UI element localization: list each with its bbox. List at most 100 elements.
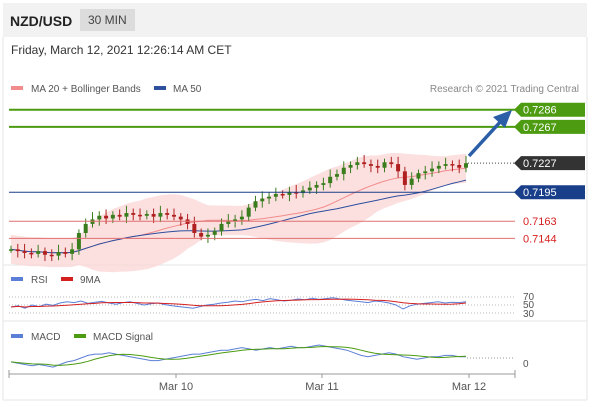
candle: [409, 172, 414, 190]
candle: [334, 169, 339, 181]
instrument-header: NZD/USD 30 MIN: [3, 3, 587, 37]
rsi-tick-70: 70: [523, 292, 535, 303]
rsi-panel: RSI 9MA 70 50 30: [9, 275, 535, 320]
candle: [97, 211, 102, 226]
candle: [239, 210, 244, 225]
candle: [192, 216, 197, 238]
candles: [9, 155, 468, 262]
pair-title: NZD/USD: [10, 13, 73, 29]
legend-macd: MACD: [31, 332, 60, 343]
candle: [396, 156, 401, 178]
candle: [457, 159, 462, 174]
level-label: 0.7144: [523, 233, 557, 245]
candle: [253, 195, 258, 212]
candle: [450, 160, 455, 172]
legend-swatch-9ma: [61, 277, 73, 281]
legend-swatch-ma50: [154, 86, 166, 90]
legend-ma50: MA 50: [173, 84, 202, 95]
candle: [9, 245, 13, 253]
bollinger-band: [11, 153, 466, 273]
candle: [260, 191, 265, 208]
legend-swatch-rsi: [11, 277, 23, 281]
candle: [42, 247, 47, 262]
candle: [138, 208, 143, 221]
macd-line: [10, 344, 466, 368]
timestamp: Friday, March 12, 2021 12:26:14 AM CET: [11, 43, 232, 57]
candle: [56, 244, 61, 261]
legend-9ma: 9MA: [80, 275, 101, 286]
candle: [464, 155, 468, 173]
candle: [29, 248, 34, 259]
candle: [117, 209, 122, 221]
level-label: 0.7267: [523, 122, 557, 134]
candle: [124, 205, 129, 224]
x-axis: Mar 10 Mar 11 Mar 12: [8, 370, 516, 393]
candle: [267, 192, 272, 204]
candle: [70, 242, 75, 261]
legend-rsi: RSI: [31, 275, 48, 286]
x-tick-label: Mar 12: [452, 381, 486, 393]
rsi-line: [10, 297, 467, 310]
price-levels: 0.7286 0.7267 0.7227 0.7195 0.7163 0.7144: [9, 102, 585, 245]
x-tick-label: Mar 10: [159, 381, 193, 393]
candle: [402, 166, 407, 191]
legend-swatch-macd-signal: [74, 334, 86, 338]
timeframe-badge[interactable]: 30 MIN: [80, 9, 135, 31]
candle: [63, 247, 68, 258]
forecast-arrow: [467, 110, 512, 158]
x-tick-label: Mar 11: [305, 381, 338, 393]
macd-tick-0: 0: [523, 359, 529, 370]
level-tag-pivot: [514, 185, 585, 200]
macd-panel: MACD MACD Signal 0: [10, 332, 529, 370]
candle: [362, 155, 367, 168]
candle: [15, 243, 20, 258]
legend-bollinger: MA 20 + Bollinger Bands: [31, 84, 141, 95]
credit-text: Research © 2021 Trading Central: [430, 84, 579, 95]
macd-signal-line: [10, 345, 467, 366]
candle: [178, 213, 183, 226]
candle: [355, 156, 360, 170]
price-panel: 0.7286 0.7267 0.7227 0.7195 0.7163 0.7144: [9, 102, 585, 273]
candle: [273, 187, 278, 202]
candle: [368, 159, 373, 173]
level-label: 0.7163: [523, 216, 557, 228]
level-label: 0.7286: [523, 105, 557, 117]
candle: [436, 161, 441, 174]
candle: [158, 205, 163, 223]
candle: [375, 159, 380, 174]
level-label: 0.7195: [523, 187, 557, 199]
candle: [348, 161, 353, 174]
candle: [382, 158, 387, 173]
candle: [328, 169, 333, 188]
candle: [22, 243, 27, 259]
candle: [165, 208, 170, 220]
candle: [76, 229, 81, 255]
candle: [36, 244, 41, 258]
rsi-tick-50: 50: [523, 300, 535, 311]
level-tag-resistance: [514, 119, 585, 134]
candle: [423, 165, 428, 180]
level-tag-resistance: [514, 102, 585, 117]
level-tag-last: [514, 156, 585, 171]
legend-swatch-macd: [11, 334, 23, 338]
candle: [49, 249, 54, 262]
legend-swatch-bollinger: [11, 86, 23, 90]
candle: [205, 228, 210, 243]
candle: [341, 161, 346, 181]
candle: [389, 156, 394, 168]
candle: [246, 203, 251, 222]
candle: [321, 177, 326, 191]
candle: [131, 208, 136, 221]
rsi-tick-30: 30: [523, 309, 535, 320]
candle: [430, 161, 435, 177]
candle: [151, 208, 156, 224]
level-label: 0.7227: [523, 158, 557, 170]
candle: [171, 208, 176, 221]
ma50-line: [10, 179, 467, 254]
candle: [144, 210, 149, 220]
candle: [443, 157, 448, 170]
legend-macd-signal: MACD Signal: [93, 332, 153, 343]
rsi-9ma-line: [10, 298, 467, 308]
candle: [416, 169, 421, 183]
